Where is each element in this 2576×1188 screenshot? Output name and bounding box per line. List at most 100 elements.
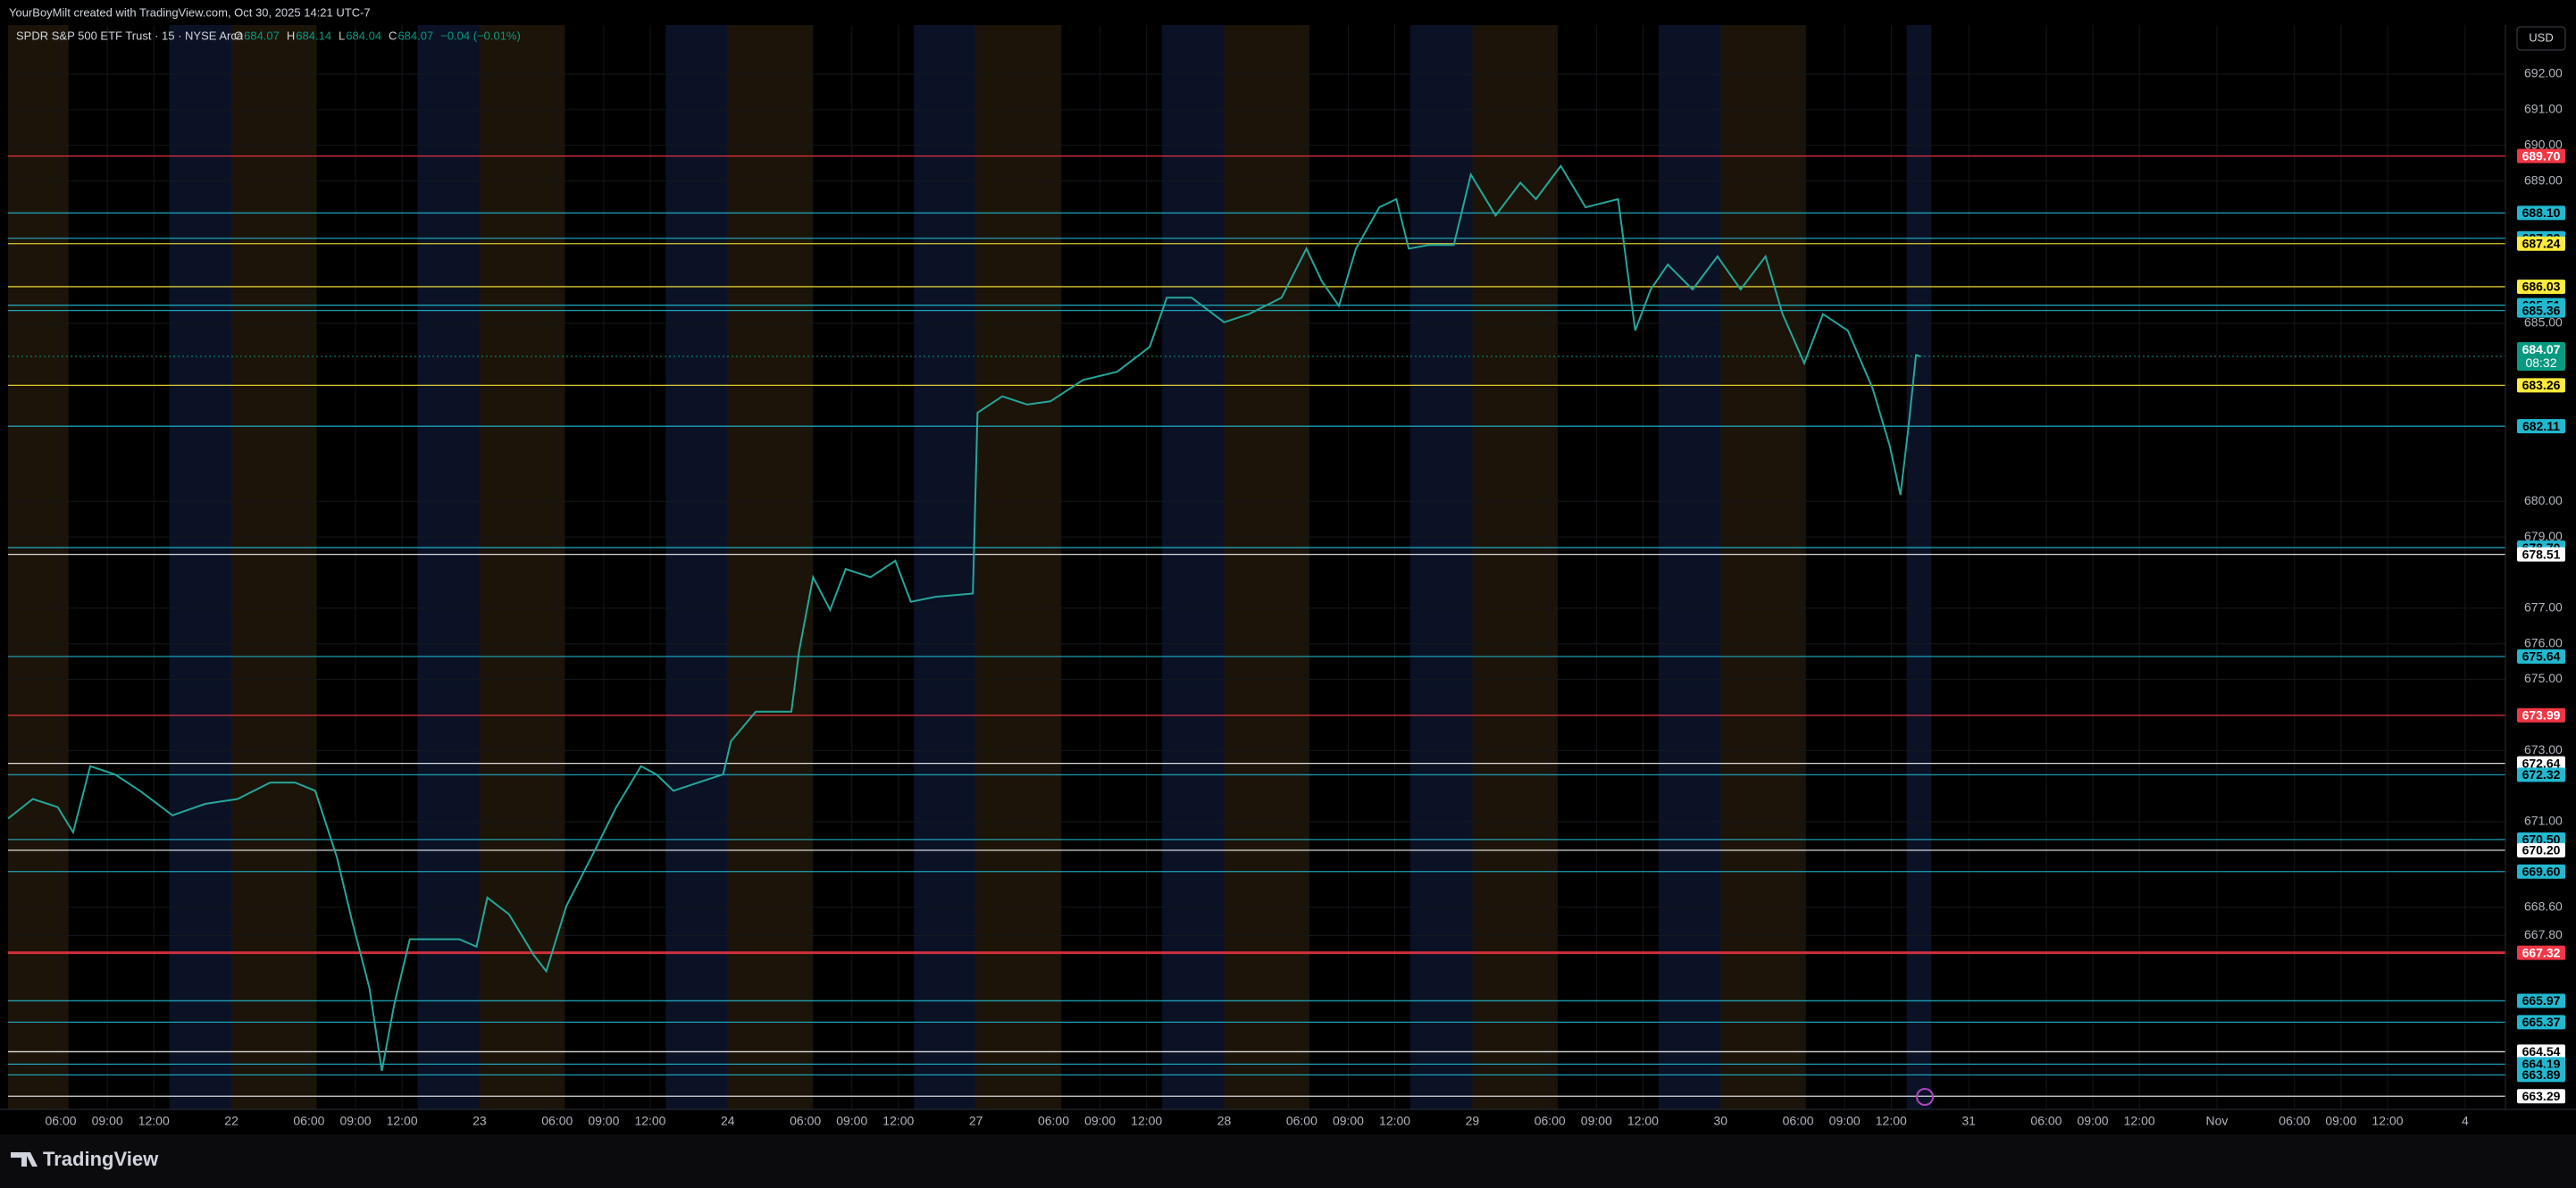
x-tick-label: 06:00 [2030, 1114, 2062, 1128]
x-tick-label: 12:00 [138, 1114, 170, 1128]
premarket-band [231, 25, 317, 1109]
event-icon[interactable] [1916, 1088, 1934, 1106]
y-tick-label: 692.00 [2524, 66, 2563, 80]
x-tick-label: 27 [969, 1114, 983, 1128]
level-label: 672.32 [2522, 767, 2561, 782]
level-badge [2517, 236, 2565, 251]
premarket-band [727, 25, 814, 1109]
ohlc-key: H [287, 29, 295, 42]
level-badge [2517, 547, 2565, 562]
level-label: 669.60 [2522, 864, 2561, 878]
afterhours-band [169, 25, 232, 1109]
x-tick-label: 31 [1961, 1114, 1976, 1128]
x-tick-label: 06:00 [1783, 1114, 1814, 1128]
y-tick-label: 677.00 [2524, 600, 2563, 615]
brand-logo [11, 1152, 38, 1167]
x-tick-label: 09:00 [2078, 1114, 2109, 1128]
level-badge [2517, 945, 2565, 960]
x-tick-label: 12:00 [1627, 1114, 1659, 1128]
level-label: 670.50 [2522, 832, 2561, 847]
level-badge [2517, 756, 2565, 771]
x-tick-label: 06:00 [1038, 1114, 1069, 1128]
x-tick-label: 22 [224, 1114, 238, 1128]
ohlc-value: 684.14 [296, 29, 331, 42]
level-label: 687.24 [2522, 236, 2561, 250]
x-tick-label: 30 [1713, 1114, 1727, 1128]
level-badge [2517, 993, 2565, 1008]
x-tick-label: 09:00 [339, 1114, 371, 1128]
x-tick-label: 06:00 [790, 1114, 821, 1128]
afterhours-band [665, 25, 728, 1109]
level-label: 678.51 [2522, 547, 2561, 561]
level-label: 686.03 [2522, 280, 2561, 294]
ohlc-value: 684.04 [346, 29, 381, 42]
x-tick-label: 4 [2462, 1114, 2469, 1128]
y-tick-label: 675.00 [2524, 671, 2563, 685]
x-tick-label: 09:00 [2325, 1114, 2356, 1128]
level-badge [2517, 148, 2565, 163]
x-tick-label: 29 [1466, 1114, 1480, 1128]
x-tick-label: 12:00 [387, 1114, 418, 1128]
level-badge [2517, 842, 2565, 858]
level-label: 673.99 [2522, 708, 2561, 723]
last-price-badge [2517, 342, 2565, 372]
level-badge [2517, 1044, 2565, 1059]
level-badge [2517, 378, 2565, 393]
y-tick-label: 679.00 [2524, 529, 2563, 543]
level-label: 665.37 [2522, 1015, 2561, 1029]
level-badge [2517, 767, 2565, 782]
x-tick-label: 09:00 [1581, 1114, 1612, 1128]
level-badge [2517, 205, 2565, 221]
last-price-label: 684.07 [2522, 342, 2561, 356]
x-tick-label: 06:00 [1535, 1114, 1566, 1128]
x-tick-label: Nov [2206, 1114, 2229, 1128]
level-badge [2517, 1015, 2565, 1030]
x-tick-label: 24 [721, 1114, 735, 1128]
x-tick-label: 06:00 [541, 1114, 573, 1128]
y-tick-label: 671.00 [2524, 814, 2563, 828]
x-tick-label: 06:00 [1286, 1114, 1317, 1128]
level-label: 683.26 [2522, 378, 2561, 392]
level-badge [2517, 303, 2565, 318]
level-label: 663.29 [2522, 1089, 2561, 1103]
level-badge [2517, 649, 2565, 665]
x-tick-label: 09:00 [92, 1114, 123, 1128]
currency-button[interactable]: USD [2516, 26, 2566, 51]
symbol: SPDR S&P 500 ETF Trust · 15 · NYSE Arca [16, 29, 244, 42]
afterhours-band [1906, 25, 1932, 1109]
level-label: 663.89 [2522, 1067, 2561, 1082]
x-tick-label: 12:00 [1131, 1114, 1162, 1128]
level-badge [2517, 419, 2565, 434]
ohlc-key: L [339, 29, 345, 42]
y-tick-label: 667.80 [2524, 927, 2563, 941]
premarket-band [1720, 25, 1806, 1109]
level-label: 664.54 [2522, 1044, 2561, 1058]
currency-button-frame[interactable] [2516, 26, 2566, 51]
level-label: 682.11 [2522, 419, 2560, 433]
x-tick-label: 12:00 [1379, 1114, 1410, 1128]
afterhours-band [1409, 25, 1473, 1109]
x-tick-label: 28 [1217, 1114, 1232, 1128]
premarket-band [1224, 25, 1310, 1109]
x-tick-label: 09:00 [1333, 1114, 1364, 1128]
x-tick-label: 12:00 [2124, 1114, 2155, 1128]
level-badge [2517, 1089, 2565, 1104]
y-tick-label: 676.00 [2524, 635, 2563, 649]
y-tick-label: 689.00 [2524, 172, 2563, 187]
x-tick-label: 23 [473, 1114, 487, 1128]
level-badge [2517, 707, 2565, 723]
level-badge [2517, 279, 2565, 294]
afterhours-band [417, 25, 480, 1109]
x-tick-label: 06:00 [2279, 1114, 2310, 1128]
y-tick-label: 668.60 [2524, 899, 2563, 913]
price-line [7, 164, 1921, 1072]
ohlc-value: 684.07 [244, 29, 280, 42]
currency[interactable]: USD [2529, 30, 2553, 44]
x-tick-label: 12:00 [634, 1114, 665, 1128]
premarket-band [8, 25, 69, 1109]
axes: 06:00 09:00 12:00 22 06:00 09:00 12:00 23 06:00 0… [46, 66, 2565, 1128]
y-tick-label: 691.00 [2524, 102, 2563, 116]
price-change: −0.04 (−0.01%) [440, 29, 521, 42]
level-label: 688.10 [2522, 205, 2561, 220]
